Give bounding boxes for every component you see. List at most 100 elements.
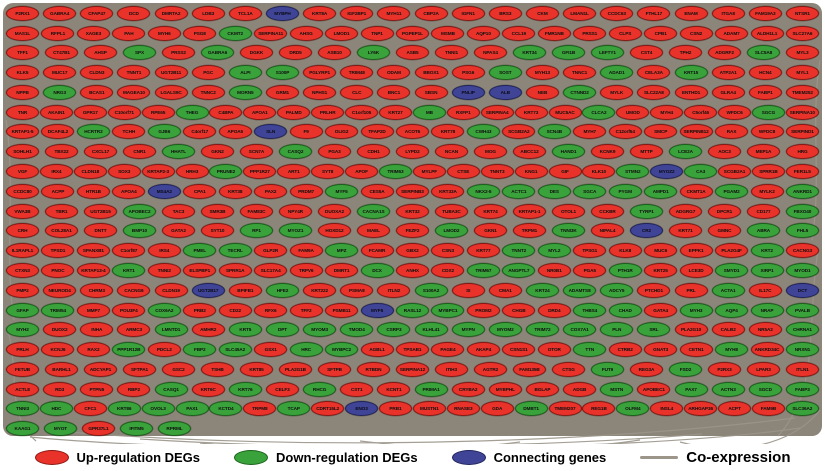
gene-node[interactable]: SPX: [123, 45, 156, 61]
gene-node[interactable]: MYLPF: [412, 164, 446, 180]
gene-node[interactable]: PPP1R27: [243, 164, 277, 180]
gene-node[interactable]: DMRT1: [325, 262, 359, 278]
gene-node[interactable]: MEP1A: [747, 144, 780, 160]
gene-node[interactable]: APOBEC2: [123, 203, 156, 219]
gene-node[interactable]: CDX2: [431, 262, 465, 278]
gene-node[interactable]: GDA: [480, 401, 514, 417]
gene-node[interactable]: TRPM1: [513, 223, 546, 239]
gene-node[interactable]: OLIG2: [325, 124, 359, 140]
gene-node[interactable]: PAGE4: [431, 342, 465, 358]
gene-node[interactable]: LGALS9C: [154, 84, 188, 100]
gene-node[interactable]: TAC3: [162, 203, 195, 219]
gene-node[interactable]: ABRA: [747, 223, 780, 239]
gene-node[interactable]: FMR1NB: [537, 25, 571, 41]
gene-node[interactable]: GLRA4: [711, 84, 745, 100]
gene-node[interactable]: PRLHR: [311, 104, 345, 120]
gene-node[interactable]: MYH13: [525, 65, 559, 81]
gene-node[interactable]: SPANXB1: [76, 243, 110, 259]
gene-node[interactable]: C5orf46: [684, 104, 718, 120]
gene-node[interactable]: DMBT1: [514, 401, 548, 417]
gene-node[interactable]: ALPI: [228, 65, 262, 81]
gene-node[interactable]: PAH: [112, 25, 146, 41]
gene-node[interactable]: TNNI2: [147, 262, 181, 278]
gene-node[interactable]: CWH43: [466, 124, 500, 140]
gene-node[interactable]: TNNT3: [480, 164, 514, 180]
gene-node[interactable]: MYOZ1: [279, 223, 312, 239]
gene-node[interactable]: ACPP: [41, 183, 75, 199]
gene-node[interactable]: REG3A: [630, 361, 663, 377]
gene-node[interactable]: TMEM207: [548, 401, 582, 417]
gene-node[interactable]: MYPN: [451, 322, 485, 338]
gene-node[interactable]: PSG6: [451, 65, 485, 81]
gene-node[interactable]: KRT86: [107, 401, 141, 417]
gene-node[interactable]: ITGA8: [711, 5, 745, 21]
gene-node[interactable]: GIF: [548, 164, 582, 180]
gene-node[interactable]: GMNC: [708, 223, 741, 239]
gene-node[interactable]: TNNI1: [435, 45, 468, 61]
gene-node[interactable]: CHRM3: [80, 282, 114, 298]
gene-node[interactable]: KCNJ6: [41, 342, 75, 358]
gene-node[interactable]: CALB2: [711, 322, 745, 338]
gene-node[interactable]: FCAMR: [360, 243, 394, 259]
gene-node[interactable]: LDB3: [191, 5, 225, 21]
gene-node[interactable]: FSD2: [669, 361, 702, 377]
gene-node[interactable]: KCTD4: [209, 401, 243, 417]
gene-node[interactable]: IGF2BP1: [340, 5, 374, 21]
gene-node[interactable]: CTRB2: [608, 342, 642, 358]
gene-node[interactable]: MYBPC2: [325, 342, 359, 358]
gene-node[interactable]: GBX2: [395, 243, 429, 259]
gene-node[interactable]: MYLK2: [750, 183, 784, 199]
gene-node[interactable]: BNC1: [377, 84, 411, 100]
gene-node[interactable]: ITLN2: [377, 282, 411, 298]
gene-node[interactable]: APOA4: [112, 183, 146, 199]
gene-node[interactable]: PRLH: [6, 342, 39, 358]
gene-node[interactable]: TRPM8: [243, 401, 277, 417]
gene-node[interactable]: MSMB: [431, 25, 465, 41]
gene-node[interactable]: KRT32: [396, 203, 429, 219]
gene-node[interactable]: TYRP1: [630, 203, 663, 219]
gene-node[interactable]: SLC27A6: [785, 25, 819, 41]
gene-node[interactable]: NEB: [525, 84, 559, 100]
gene-node[interactable]: PSMA8: [340, 282, 374, 298]
gene-node[interactable]: KRTAP1-5: [6, 124, 39, 140]
gene-node[interactable]: TFAP2D: [360, 124, 394, 140]
gene-node[interactable]: CCDC80: [6, 183, 39, 199]
gene-node[interactable]: TECRL: [218, 243, 252, 259]
gene-node[interactable]: GRM1: [265, 84, 299, 100]
gene-node[interactable]: SOST: [488, 65, 522, 81]
gene-node[interactable]: PNLIP: [451, 84, 485, 100]
gene-node[interactable]: ACTN3: [711, 381, 745, 397]
gene-node[interactable]: CELF3: [265, 381, 299, 397]
gene-node[interactable]: PNOC: [41, 262, 75, 278]
gene-node[interactable]: KNG1: [514, 164, 548, 180]
gene-node[interactable]: CKMT2: [218, 25, 252, 41]
gene-node[interactable]: SYT10: [201, 223, 234, 239]
gene-node[interactable]: RFPL1: [41, 25, 75, 41]
gene-node[interactable]: DCT: [785, 282, 819, 298]
gene-node[interactable]: CELA3A: [637, 65, 671, 81]
gene-node[interactable]: SERPINA12: [396, 361, 429, 377]
gene-node[interactable]: TUBA3C: [435, 203, 468, 219]
gene-node[interactable]: ACTL8: [6, 381, 39, 397]
gene-node[interactable]: MB: [412, 104, 446, 120]
gene-node[interactable]: FUT9: [591, 361, 624, 377]
gene-node[interactable]: SPRR1A: [218, 262, 252, 278]
gene-node[interactable]: P2RX1: [6, 5, 39, 21]
gene-node[interactable]: ART1: [277, 164, 311, 180]
gene-node[interactable]: C1orf105: [345, 104, 379, 120]
gene-node[interactable]: ITIH3: [435, 361, 468, 377]
gene-node[interactable]: AGTR2: [474, 361, 507, 377]
gene-node[interactable]: PRB1: [378, 401, 412, 417]
gene-node[interactable]: TCL1A: [228, 5, 262, 21]
gene-node[interactable]: AMPD1: [644, 183, 678, 199]
gene-node[interactable]: GKN1: [474, 223, 507, 239]
gene-node[interactable]: SGCG: [751, 104, 785, 120]
gene-node[interactable]: GATA2: [162, 223, 195, 239]
gene-node[interactable]: CACNA1S: [357, 203, 390, 219]
gene-node[interactable]: PAX2: [254, 183, 288, 199]
gene-node[interactable]: LY6K: [357, 45, 390, 61]
gene-node[interactable]: DCAF4L2: [41, 124, 75, 140]
gene-node[interactable]: MYBPHL: [488, 381, 522, 397]
gene-node[interactable]: NKX2-5: [466, 183, 500, 199]
gene-node[interactable]: SOX3: [107, 164, 141, 180]
